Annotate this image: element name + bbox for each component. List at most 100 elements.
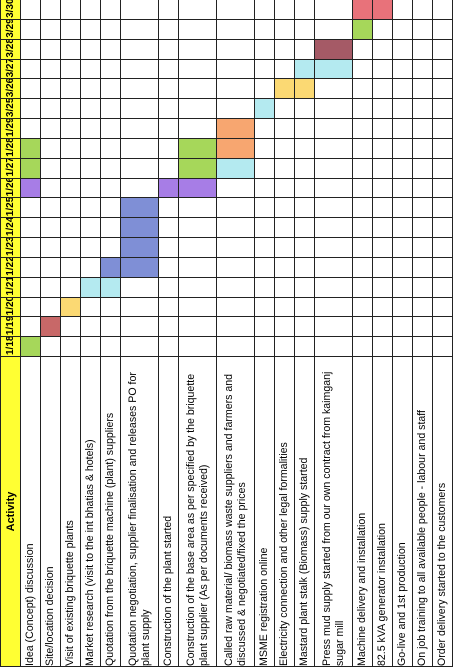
timeline-bar-lime [352,19,373,40]
timeline-cell [216,257,255,278]
timeline-cell [412,277,433,298]
timeline-bar-blue [100,257,121,278]
timeline-cell [372,138,393,159]
timeline-cell [372,257,393,278]
timeline-cell [20,297,41,317]
timeline-cell [158,197,179,218]
timeline-cell [372,98,393,119]
timeline-cell [254,178,275,198]
timeline-cell [412,39,433,60]
timeline-cell [274,297,295,317]
timeline-cell [216,39,255,60]
timeline-cell [392,277,413,298]
timeline-cell [60,178,81,198]
date-column-header: 3/27 [0,59,21,79]
timeline-cell [254,316,275,337]
activity-label: Order delivery started to the customers [432,356,453,667]
table-row: 82.5 kVA generator installation [372,0,393,667]
timeline-cell [178,19,217,40]
timeline-cell [178,217,217,238]
timeline-cell [274,98,295,119]
activity-label: Press mud supply started from our own co… [314,356,353,667]
timeline-cell [352,39,373,60]
timeline-cell [20,118,41,139]
timeline-cell [178,39,217,60]
timeline-cell [20,19,41,40]
timeline-cell [294,197,315,218]
timeline-cell [432,237,453,258]
timeline-cell [314,158,353,179]
timeline-cell [412,19,433,40]
date-column-header: 1/24 [0,217,21,238]
table-row: Mastard plant stalk (Biomass) supply sta… [294,0,315,667]
timeline-cell [432,336,453,357]
table-row: Electricity connection and other legal f… [274,0,295,667]
timeline-cell [100,178,121,198]
timeline-cell [314,0,353,20]
timeline-bar-cyan [216,158,255,179]
timeline-bar-yellow [60,297,81,317]
timeline-cell [100,217,121,238]
timeline-cell [120,98,159,119]
timeline-bar-lime [20,138,41,159]
timeline-cell [216,59,255,79]
timeline-cell [60,217,81,238]
timeline-cell [254,59,275,79]
timeline-cell [254,297,275,317]
timeline-cell [372,78,393,99]
timeline-cell [392,98,413,119]
timeline-cell [40,178,61,198]
timeline-cell [314,217,353,238]
timeline-cell [432,19,453,40]
timeline-cell [100,158,121,179]
timeline-cell [392,217,413,238]
timeline-cell [216,316,255,337]
timeline-cell [120,39,159,60]
table-row: Go-live and 1st production [392,0,413,667]
timeline-cell [412,297,433,317]
timeline-cell [314,118,353,139]
timeline-cell [158,237,179,258]
timeline-cell [120,316,159,337]
timeline-cell [352,217,373,238]
timeline-bar-maroon [314,39,353,60]
timeline-cell [100,118,121,139]
activity-label: Construction of the plant started [158,356,179,667]
timeline-cell [100,39,121,60]
timeline-cell [274,59,295,79]
timeline-bar-blue [120,217,159,238]
timeline-cell [352,197,373,218]
activity-label: Market research (visit to the int bhatia… [80,356,101,667]
timeline-cell [254,78,275,99]
timeline-cell [314,178,353,198]
timeline-cell [254,19,275,40]
timeline-cell [372,336,393,357]
timeline-cell [80,158,101,179]
timeline-cell [314,316,353,337]
timeline-cell [100,19,121,40]
timeline-cell [216,277,255,298]
table-row: Press mud supply started from our own co… [314,0,353,667]
timeline-bar-pink [352,0,373,20]
timeline-cell [294,297,315,317]
timeline-bar-lime [20,158,41,179]
timeline-cell [432,59,453,79]
timeline-cell [392,336,413,357]
timeline-cell [294,19,315,40]
timeline-cell [352,59,373,79]
table-row: Quotation negotiation, supplier finalisa… [120,0,159,667]
timeline-cell [352,98,373,119]
date-column-header: 3/25 [0,98,21,119]
activity-label: Electricity connection and other legal f… [274,356,295,667]
timeline-cell [20,0,41,20]
timeline-cell [120,118,159,139]
timeline-cell [178,59,217,79]
timeline-cell [40,39,61,60]
timeline-cell [274,217,295,238]
timeline-cell [392,237,413,258]
activity-label: MSME registration online [254,356,275,667]
timeline-cell [352,138,373,159]
timeline-cell [20,257,41,278]
timeline-cell [80,257,101,278]
timeline-cell [120,19,159,40]
